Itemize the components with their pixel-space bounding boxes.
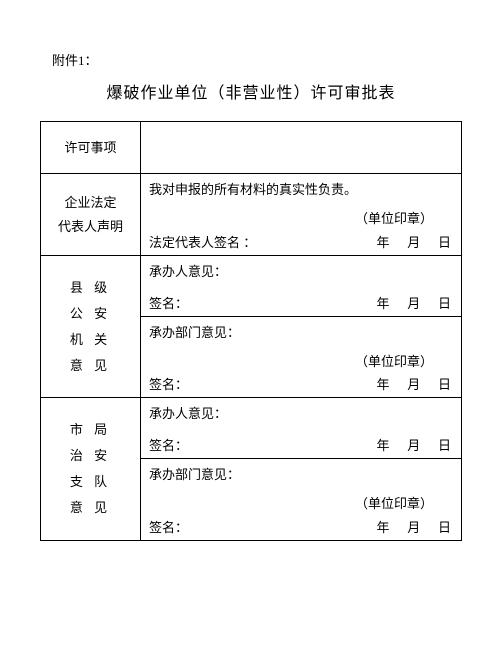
county-b1-opinion: 承办人意见： xyxy=(149,262,453,283)
permit-value xyxy=(141,122,462,174)
declaration-date: 年 月 日 xyxy=(376,232,453,251)
county-block2: 承办部门意见： （单位印章） 签名： 年 月 日 xyxy=(141,316,461,398)
row-permit: 许可事项 xyxy=(41,122,462,174)
county-label-l4: 意 见 xyxy=(70,358,111,373)
city-b2-date: 年 月 日 xyxy=(376,517,453,536)
declaration-label-line2: 代表人声明 xyxy=(45,215,136,238)
declaration-statement: 我对申报的所有材料的真实性负责。 xyxy=(149,180,453,201)
city-b1-opinion: 承办人意见： xyxy=(149,404,453,425)
city-label-l1: 市 局 xyxy=(70,422,111,437)
attachment-label: 附件1： xyxy=(52,50,462,69)
approval-table: 许可事项 企业法定 代表人声明 我对申报的所有材料的真实性负责。 （单位印章） … xyxy=(40,121,462,541)
city-label-l4: 意 见 xyxy=(70,500,111,515)
city-b1-date: 年 月 日 xyxy=(376,435,453,454)
county-label-l1: 县 级 xyxy=(70,280,111,295)
city-b2-opinion: 承办部门意见： xyxy=(149,465,453,486)
row-city: 市 局 治 安 支 队 意 见 承办人意见： 签名： 年 月 日 承办部门意见：… xyxy=(41,398,462,540)
city-label-l3: 支 队 xyxy=(70,474,111,489)
county-b2-seal: （单位印章） xyxy=(149,352,453,373)
county-b1-date: 年 月 日 xyxy=(376,293,453,312)
county-b1-sig-label: 签名： xyxy=(149,293,188,312)
declaration-content: 我对申报的所有材料的真实性负责。 （单位印章） 法定代表人签名 ： 年 月 日 xyxy=(141,174,462,256)
declaration-label: 企业法定 代表人声明 xyxy=(41,174,141,256)
permit-label: 许可事项 xyxy=(41,122,141,174)
county-b2-date: 年 月 日 xyxy=(376,374,453,393)
page-title: 爆破作业单位（非营业性）许可审批表 xyxy=(40,79,462,103)
county-label-l2: 公 安 xyxy=(70,306,111,321)
county-label-l3: 机 关 xyxy=(70,332,111,347)
city-label: 市 局 治 安 支 队 意 见 xyxy=(41,398,141,540)
declaration-label-line1: 企业法定 xyxy=(45,191,136,214)
city-content: 承办人意见： 签名： 年 月 日 承办部门意见： （单位印章） 签名： 年 月 … xyxy=(141,398,462,540)
city-block2: 承办部门意见： （单位印章） 签名： 年 月 日 xyxy=(141,458,461,540)
city-b2-seal: （单位印章） xyxy=(149,494,453,515)
city-b2-sig-label: 签名： xyxy=(149,517,188,536)
county-label: 县 级 公 安 机 关 意 见 xyxy=(41,255,141,397)
city-b1-sig-label: 签名： xyxy=(149,435,188,454)
city-block1: 承办人意见： 签名： 年 月 日 xyxy=(141,398,461,458)
row-county: 县 级 公 安 机 关 意 见 承办人意见： 签名： 年 月 日 承办部门意见：… xyxy=(41,255,462,397)
city-label-l2: 治 安 xyxy=(70,448,111,463)
county-block1: 承办人意见： 签名： 年 月 日 xyxy=(141,256,461,316)
row-declaration: 企业法定 代表人声明 我对申报的所有材料的真实性负责。 （单位印章） 法定代表人… xyxy=(41,174,462,256)
county-b2-sig-label: 签名： xyxy=(149,374,188,393)
county-b2-opinion: 承办部门意见： xyxy=(149,323,453,344)
declaration-sig-label: 法定代表人签名 ： xyxy=(149,232,256,251)
county-content: 承办人意见： 签名： 年 月 日 承办部门意见： （单位印章） 签名： 年 月 … xyxy=(141,255,462,397)
declaration-seal: （单位印章） xyxy=(149,209,453,230)
